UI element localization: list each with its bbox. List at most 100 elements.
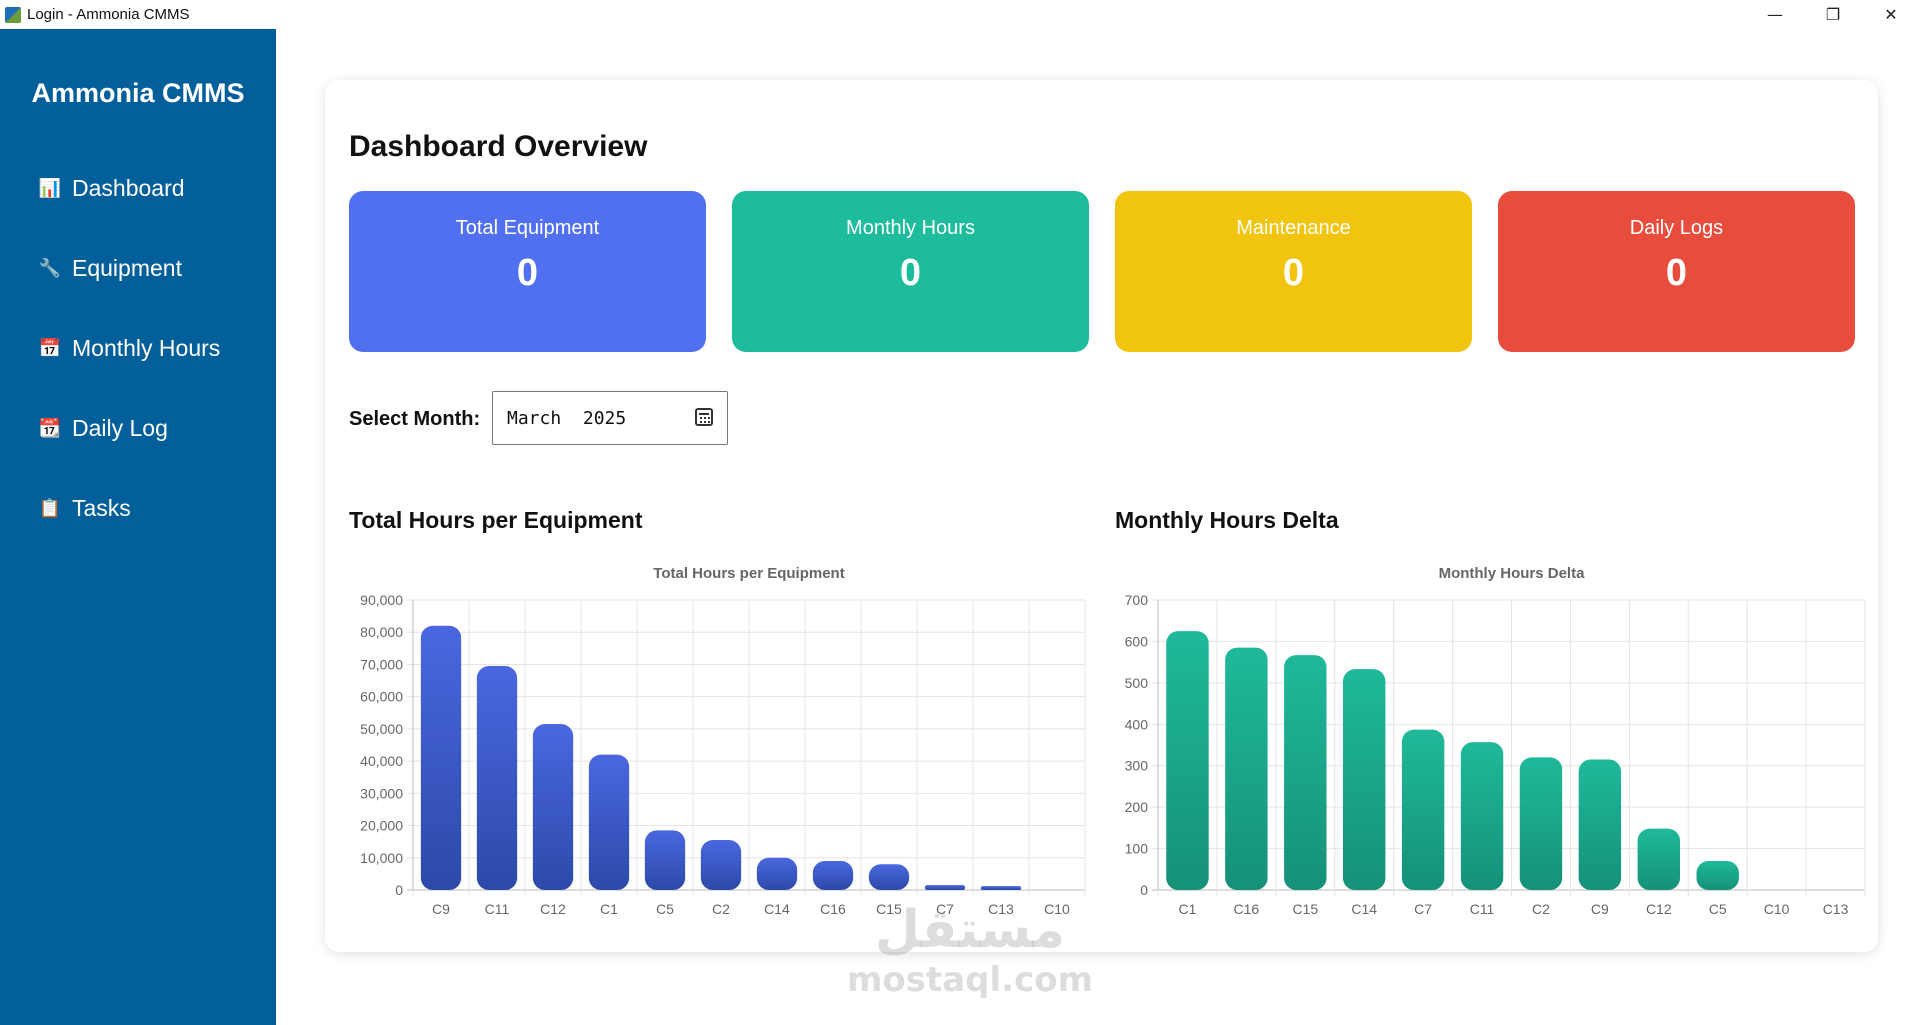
y-tick-label: 200 <box>1125 799 1149 815</box>
page-title: Dashboard Overview <box>349 130 648 163</box>
stat-card-monthly-hours: Monthly Hours 0 <box>732 191 1089 352</box>
stat-value: 0 <box>1282 252 1305 294</box>
dashboard-card: Dashboard Overview Total Equipment 0 Mon… <box>325 80 1878 952</box>
x-tick-label: C7 <box>1414 901 1432 917</box>
sidebar: Ammonia CMMS 📊 Dashboard 🔧 Equipment 📅 M… <box>0 29 276 1025</box>
bar-C15 <box>1284 655 1327 890</box>
sidebar-item-equipment[interactable]: 🔧 Equipment <box>38 251 220 285</box>
x-tick-label: C10 <box>1044 901 1070 917</box>
stat-card-daily-logs: Daily Logs 0 <box>1498 191 1855 352</box>
x-tick-label: C11 <box>485 901 510 917</box>
window-title: Login - Ammonia CMMS <box>27 6 190 23</box>
calendar-picker-icon[interactable] <box>695 408 713 426</box>
chart-total-hours: Total Hours per Equipment 0 10,000 20,000 30… <box>345 555 1105 935</box>
x-tick-label: C14 <box>764 901 790 917</box>
section-title-total-hours: Total Hours per Equipment <box>349 507 643 533</box>
y-tick-label: 90,000 <box>360 592 403 608</box>
stat-value: 0 <box>516 252 539 294</box>
bar-C15 <box>868 864 910 890</box>
sidebar-item-monthly-hours[interactable]: 📅 Monthly Hours <box>38 331 221 365</box>
x-tick-label: C5 <box>1709 901 1727 917</box>
x-tick-label: C13 <box>1823 901 1849 917</box>
y-tick-label: 80,000 <box>360 624 403 640</box>
bar-C9 <box>420 625 462 890</box>
sidebar-nav: 📊 Dashboard 🔧 Equipment 📅 Monthly Hours … <box>38 171 221 571</box>
stat-card-total-equipment: Total Equipment 0 <box>349 191 706 352</box>
stat-label: Daily Logs <box>1629 217 1724 239</box>
bar-C11 <box>1460 742 1504 890</box>
watermark-latin: mostaql.com <box>846 960 1094 1000</box>
x-tick-label: C13 <box>988 901 1014 917</box>
y-tick-label: 70,000 <box>360 656 403 672</box>
bar-C12 <box>1637 828 1681 890</box>
month-value: March 2025 <box>507 407 627 429</box>
bar-C16 <box>812 861 854 890</box>
x-tick-label: C5 <box>656 901 674 917</box>
sidebar-item-label: Monthly Hours <box>72 334 221 361</box>
clipboard-icon: 📋 <box>38 497 62 518</box>
window-controls: — ❐ ✕ <box>1746 0 1920 29</box>
bar-C7 <box>924 885 966 890</box>
chart-title: Total Hours per Equipment <box>653 565 844 582</box>
x-tick-label: C16 <box>1234 901 1260 917</box>
restore-button[interactable]: ❐ <box>1825 5 1841 24</box>
y-tick-label: 0 <box>395 882 403 898</box>
x-tick-label: C11 <box>1470 901 1495 917</box>
y-tick-label: 300 <box>1125 758 1149 774</box>
y-tick-label: 700 <box>1125 592 1149 608</box>
month-label: Select Month: <box>349 408 481 430</box>
bar-C1 <box>588 754 630 890</box>
x-tick-label: C1 <box>600 901 618 917</box>
y-tick-label: 0 <box>1140 882 1148 898</box>
bar-C14 <box>1342 669 1386 890</box>
calendar-icon: 📅 <box>38 337 62 358</box>
close-button[interactable]: ✕ <box>1884 5 1898 24</box>
stat-label: Total Equipment <box>455 217 600 239</box>
x-tick-label: C14 <box>1351 901 1377 917</box>
bar-C14 <box>756 857 798 890</box>
stat-label: Monthly Hours <box>846 217 975 239</box>
x-tick-label: C7 <box>936 901 954 917</box>
sidebar-item-dashboard[interactable]: 📊 Dashboard <box>38 171 220 205</box>
watermark: مستقل mostaql.com <box>840 900 1100 1000</box>
x-tick-label: C12 <box>540 901 566 917</box>
month-input[interactable]: March 2025 <box>492 391 728 445</box>
brand-title: Ammonia CMMS <box>31 78 245 108</box>
bar-C5 <box>1696 861 1739 890</box>
y-tick-label: 400 <box>1125 716 1149 732</box>
x-tick-label: C16 <box>820 901 846 917</box>
bar-C7 <box>1401 729 1445 890</box>
bar-C16 <box>1225 647 1268 890</box>
x-tick-label: C2 <box>1532 901 1550 917</box>
x-tick-label: C15 <box>1292 901 1318 917</box>
stat-label: Maintenance <box>1236 217 1351 239</box>
stat-value: 0 <box>1665 252 1688 294</box>
sidebar-item-label: Equipment <box>72 254 182 281</box>
bar-C13 <box>980 886 1022 890</box>
stat-card-maintenance: Maintenance 0 <box>1115 191 1472 352</box>
bar-C9 <box>1578 759 1622 890</box>
bar-chart-icon: 📊 <box>38 177 62 198</box>
chart-monthly-delta: Monthly Hours Delta 0 100 200 300 400 500 600 70… <box>1110 555 1870 935</box>
app-icon <box>5 6 21 23</box>
sidebar-item-label: Dashboard <box>72 174 185 201</box>
sidebar-item-label: Tasks <box>72 494 131 521</box>
x-tick-label: C9 <box>1591 901 1609 917</box>
sidebar-item-tasks[interactable]: 📋 Tasks <box>38 491 220 525</box>
y-tick-label: 30,000 <box>360 785 403 801</box>
sidebar-item-daily-log[interactable]: 📆 Daily Log <box>38 411 220 445</box>
bar-C1 <box>1166 631 1209 890</box>
section-title-monthly-delta: Monthly Hours Delta <box>1115 507 1339 533</box>
minimize-button[interactable]: — <box>1767 5 1783 24</box>
y-tick-label: 600 <box>1125 633 1149 649</box>
bar-C2 <box>700 840 742 890</box>
bar-C12 <box>532 724 574 890</box>
chart-monthly-delta-svg: Monthly Hours Delta 0 100 200 300 400 500 600 70… <box>1125 565 1866 917</box>
x-tick-label: C9 <box>432 901 450 917</box>
chart-title: Monthly Hours Delta <box>1439 565 1585 582</box>
y-tick-label: 40,000 <box>360 753 403 769</box>
bar-C11 <box>476 666 518 890</box>
y-tick-label: 100 <box>1125 841 1149 857</box>
x-tick-label: C1 <box>1179 901 1197 917</box>
tear-off-calendar-icon: 📆 <box>38 417 62 438</box>
